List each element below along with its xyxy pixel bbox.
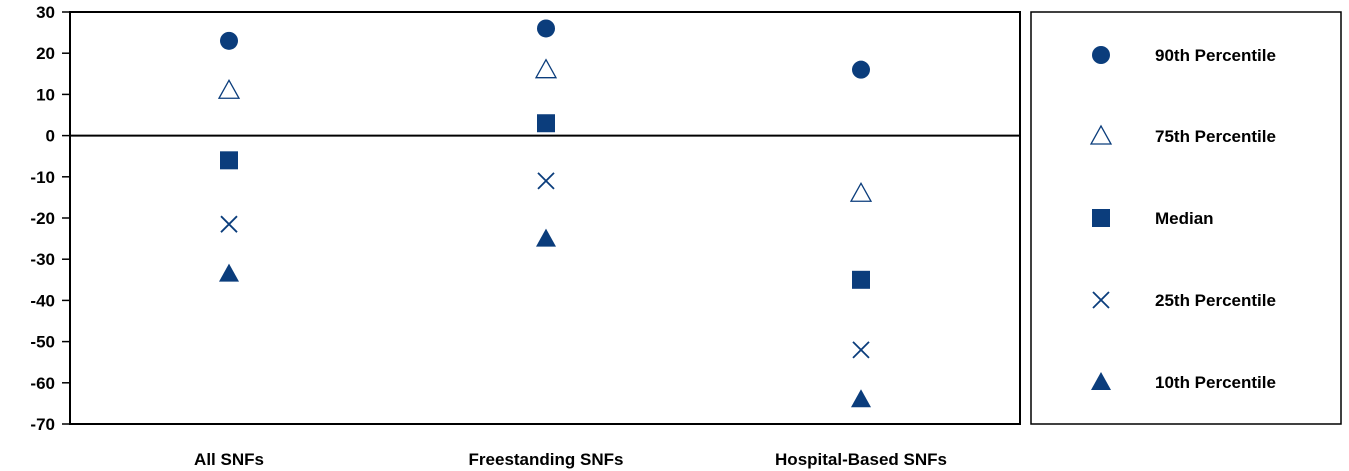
y-tick-label: -70	[30, 415, 55, 434]
legend-item: 75th Percentile	[1089, 124, 1276, 146]
legend-marker	[1092, 209, 1110, 227]
legend-label: 10th Percentile	[1155, 373, 1276, 392]
y-tick-label: 10	[36, 85, 55, 104]
data-point	[534, 58, 558, 79]
data-point	[852, 60, 870, 79]
data-point	[220, 31, 238, 50]
legend-label: 75th Percentile	[1155, 127, 1276, 146]
data-point	[217, 78, 241, 99]
legend-item: 10th Percentile	[1091, 372, 1276, 392]
data-point	[220, 151, 238, 170]
x-category-label: Hospital-Based SNFs	[775, 450, 947, 469]
y-tick-label: -10	[30, 168, 55, 187]
data-point	[852, 341, 870, 359]
data-point	[220, 215, 238, 233]
legend-item: 25th Percentile	[1092, 291, 1276, 310]
y-axis-ticks: 30 20 10 0 -10 -20 -30 -40 -50 -60 -70	[30, 3, 70, 434]
data-point	[219, 263, 239, 282]
y-tick-label: -60	[30, 374, 55, 393]
legend-marker	[1092, 291, 1110, 309]
data-points	[217, 19, 873, 408]
y-tick-label: 20	[36, 44, 55, 63]
data-point	[536, 228, 556, 247]
y-tick-label: -40	[30, 291, 55, 310]
legend-label: 90th Percentile	[1155, 46, 1276, 65]
legend-item: Median	[1092, 209, 1214, 228]
data-point	[537, 114, 555, 133]
legend-item: 90th Percentile	[1092, 46, 1276, 65]
x-category-label: Freestanding SNFs	[469, 450, 624, 469]
plot-frame	[69, 11, 1021, 425]
y-tick-label: -50	[30, 333, 55, 352]
legend-frame	[1030, 11, 1342, 425]
y-tick-label: -30	[30, 250, 55, 269]
data-point	[849, 181, 873, 202]
y-tick-label: 0	[46, 127, 55, 146]
legend-label: Median	[1155, 209, 1214, 228]
data-point	[852, 270, 870, 289]
data-point	[851, 389, 871, 408]
legend-marker	[1091, 372, 1111, 390]
y-tick-label: -20	[30, 209, 55, 228]
legend-marker	[1092, 46, 1110, 64]
legend: 90th Percentile 75th Percentile Median 25th…	[1089, 46, 1276, 392]
legend-marker	[1089, 124, 1113, 145]
x-axis-labels: All SNFs Freestanding SNFs Hospital-Based …	[194, 450, 947, 469]
legend-label: 25th Percentile	[1155, 291, 1276, 310]
y-tick-label: 30	[36, 3, 55, 22]
data-point	[537, 19, 555, 38]
x-category-label: All SNFs	[194, 450, 264, 469]
data-point	[537, 172, 555, 190]
